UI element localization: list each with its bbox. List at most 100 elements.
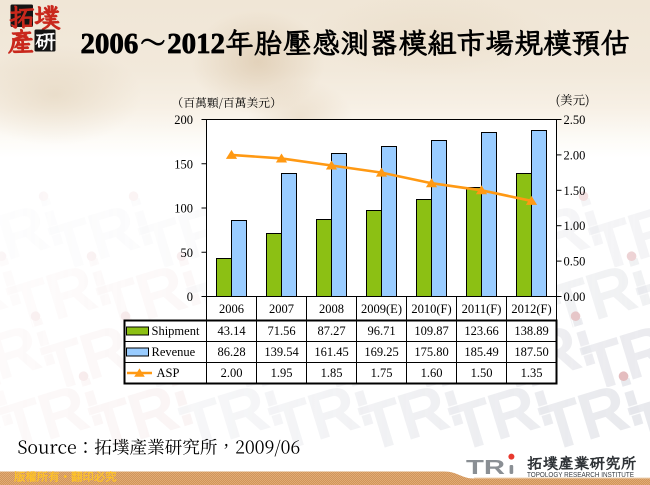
title-glyphs-path (283, 30, 311, 56)
source-note-run-path (94, 438, 112, 455)
copyright-run-path (71, 471, 82, 482)
copyright-run-path (14, 471, 26, 482)
copyright-note-glyphs (14, 471, 117, 482)
right-axis-tick-label: 2.00 (564, 148, 586, 162)
tri-logo-english: TOPOLOGY RESEARCH INSTITUTE (527, 472, 634, 479)
seal-char-4 (35, 32, 56, 51)
watermark-i-dot-icon (176, 251, 187, 261)
source-note-run-path (147, 438, 164, 455)
table-value-shipment: 109.87 (414, 324, 448, 338)
title-glyphs (81, 28, 629, 57)
tri-logo-chinese-run-path (621, 455, 637, 471)
chart-canvas: 0 50 100 150 200 0.00 0.50 1.00 1.50 2.00 2.50 2006… (123, 94, 589, 385)
source-note-run-path (18, 440, 27, 454)
table-value-revenue: 185.49 (464, 345, 498, 359)
source-note-run-path (165, 439, 182, 455)
title-glyphs-path (371, 30, 397, 56)
tri-logo-chinese-run-path (558, 455, 574, 470)
watermark-i-dot-icon (120, 311, 131, 321)
table-value-asp: 1.35 (521, 366, 543, 380)
marker-asp-2006 (225, 149, 238, 159)
table-value-revenue: 139.54 (264, 345, 299, 359)
left-axis-title-path (258, 97, 270, 108)
watermark-i-dot-icon (78, 371, 89, 381)
source-note-run-path (112, 438, 129, 455)
left-axis-title-path (207, 97, 219, 108)
table-year-label: 2009(E) (361, 302, 402, 316)
table-year-label: 2008 (319, 302, 344, 316)
title-glyphs-path (457, 29, 485, 57)
copyright-run-path (63, 475, 67, 478)
table-value-asp: 2.00 (221, 366, 243, 380)
source-note-run-path (183, 438, 200, 455)
title-glyphs-path (428, 29, 457, 57)
tri-logo-chinese-run-path (543, 455, 559, 471)
marker-asp-2012(F) (525, 195, 538, 205)
table-year-label: 2007 (269, 302, 294, 316)
right-axis-title-path (560, 94, 572, 106)
seal-char-3 (8, 28, 34, 54)
table-value-shipment: 71.56 (267, 324, 295, 338)
title-glyphs-path (141, 38, 165, 46)
table-value-shipment: 96.71 (367, 324, 395, 338)
title-glyphs-path (124, 33, 138, 54)
copyright-run-path (48, 471, 60, 482)
seal-char-3-path (8, 28, 34, 54)
title-glyphs-path (543, 29, 572, 57)
title-glyphs-path (211, 33, 225, 54)
title-glyphs-path (81, 33, 95, 54)
table-value-revenue: 161.45 (314, 345, 348, 359)
left-axis-tick-label: 0 (187, 290, 193, 304)
title-glyphs-path (313, 29, 340, 56)
table-value-shipment: 87.27 (317, 324, 345, 338)
source-note-run-path (50, 444, 58, 454)
footer-bar-shape (0, 471, 650, 485)
left-axis-title-path (270, 96, 275, 109)
source-note-run-path (291, 440, 300, 454)
table-value-revenue: 86.28 (217, 345, 245, 359)
marker-asp-2007 (275, 153, 288, 163)
copyright-run (14, 471, 117, 482)
seal-char-2 (34, 4, 61, 31)
tri-logo-chinese (527, 455, 637, 471)
marker-asp-2008 (325, 160, 338, 170)
source-note-run-path (84, 441, 87, 453)
left-axis-title-path (218, 97, 223, 110)
left-axis-title (179, 96, 275, 110)
table-value-shipment: 123.66 (464, 324, 498, 338)
watermark-i-dot-icon (626, 251, 637, 261)
legend-marker-asp (134, 368, 145, 377)
left-axis-title-path (247, 97, 258, 108)
marker-asp-2009(E) (375, 167, 388, 177)
table-year-label: 2010(F) (411, 302, 451, 316)
marker-asp-2011(F) (475, 185, 488, 195)
title-glyphs-path (486, 30, 514, 56)
left-axis-tick-label: 200 (174, 113, 193, 127)
table-value-asp: 1.50 (471, 366, 493, 380)
right-axis-title-path (585, 94, 589, 108)
watermark-i-dot-icon (38, 191, 49, 201)
legend-label-revenue: Revenue (152, 345, 196, 359)
left-axis-title-path (223, 97, 234, 108)
left-axis-title-path (195, 97, 207, 108)
table-year-label: 2012(F) (511, 302, 551, 316)
tri-logo-chinese-run-path (606, 455, 620, 471)
tri-logo-chinese-run-path (589, 456, 605, 471)
right-axis-title-path (572, 94, 585, 106)
right-axis-tick-label: 0.00 (564, 290, 586, 304)
left-axis-title-path (179, 96, 183, 109)
tri-seal-logo: 拓墣產研 (0, 0, 68, 60)
left-axis-tick-label: 50 (181, 246, 194, 260)
source-note-run-path (265, 440, 274, 454)
left-axis-title-path (235, 97, 246, 108)
legend-swatch-revenue (126, 347, 149, 357)
table-value-shipment: 138.89 (514, 324, 548, 338)
title-glyphs-path (399, 29, 428, 57)
source-note-run-path (224, 443, 228, 449)
seal-char-1 (9, 5, 35, 29)
left-axis-tick-label: 100 (174, 202, 193, 216)
